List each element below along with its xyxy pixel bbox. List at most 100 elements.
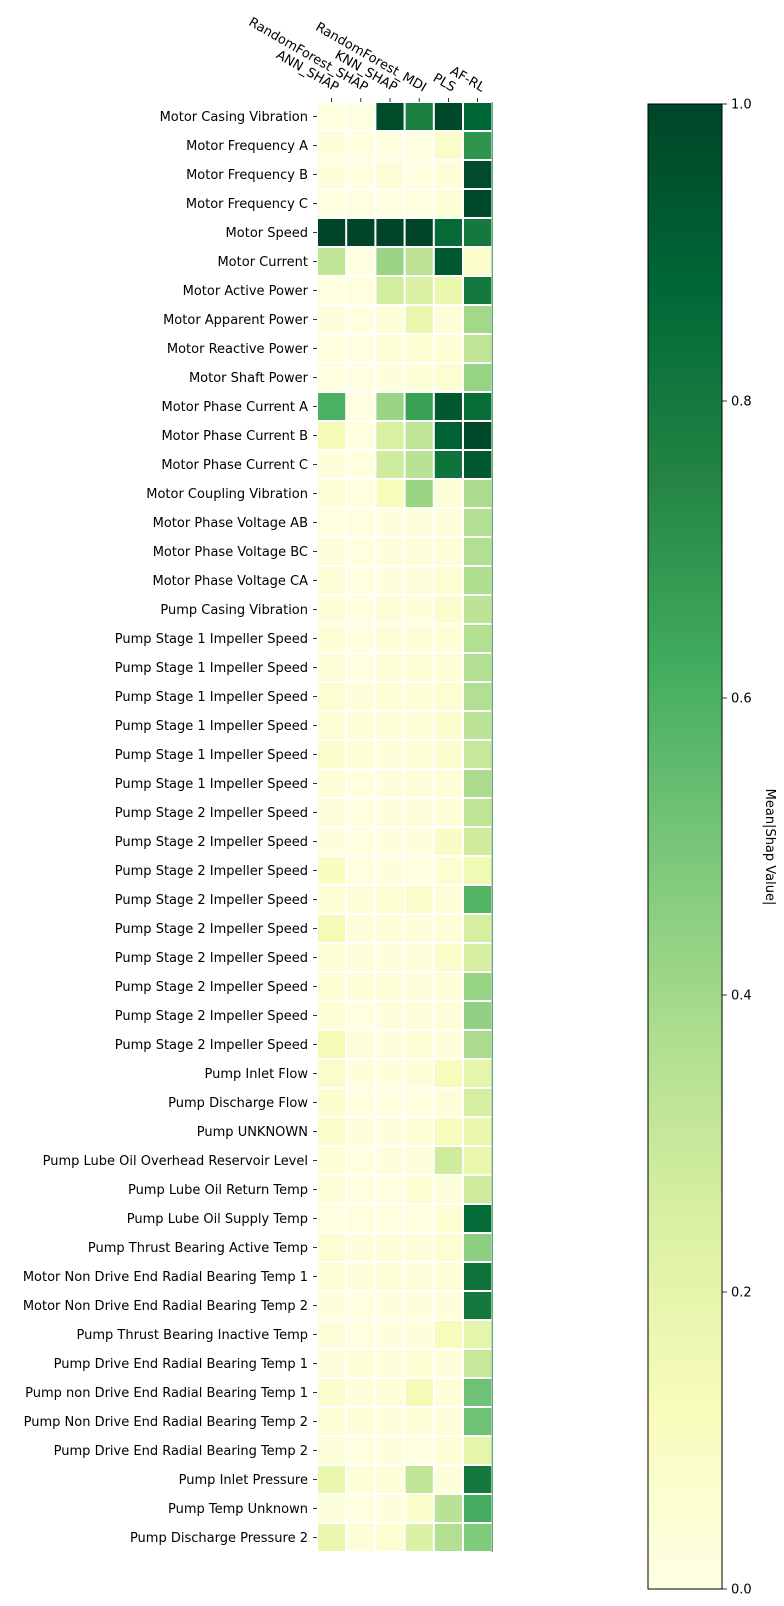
heatmap-cell — [376, 1437, 404, 1464]
heatmap-cell — [347, 132, 375, 159]
heatmap-cell — [434, 944, 462, 971]
heatmap-cell — [376, 1176, 404, 1203]
heatmap-cell — [405, 364, 433, 391]
heatmap-cell — [464, 799, 492, 826]
heatmap-cell — [434, 1060, 462, 1087]
heatmap-cell — [347, 103, 375, 130]
heatmap-cell — [464, 915, 492, 942]
heatmap-cell — [318, 277, 346, 304]
heatmap-cell — [376, 1466, 404, 1493]
heatmap-cell — [464, 1524, 492, 1551]
heatmap-cell — [434, 248, 462, 275]
heatmap-cell — [318, 1147, 346, 1174]
heatmap-cell — [318, 973, 346, 1000]
colorbar-label: Mean|Shap Value| — [762, 789, 777, 906]
heatmap-cell — [318, 1292, 346, 1319]
row-label: Pump Stage 2 Impeller Speed — [115, 980, 308, 995]
heatmap-cell — [318, 306, 346, 333]
colorbar-gradient — [647, 103, 723, 1590]
heatmap-cell — [376, 1379, 404, 1406]
heatmap-cell — [434, 132, 462, 159]
heatmap-cell — [318, 799, 346, 826]
heatmap-cell — [318, 625, 346, 652]
heatmap-cell — [318, 596, 346, 623]
heatmap-cell — [376, 335, 404, 362]
row-label: Pump Stage 1 Impeller Speed — [115, 777, 308, 792]
colorbar-tick-label: 0.2 — [731, 1286, 752, 1301]
heatmap-cell — [464, 1408, 492, 1435]
row-label: Pump Stage 1 Impeller Speed — [115, 690, 308, 705]
heatmap-cell — [434, 799, 462, 826]
heatmap-cell — [318, 828, 346, 855]
heatmap-cell — [405, 1437, 433, 1464]
row-label: Pump Lube Oil Supply Temp — [127, 1212, 308, 1227]
heatmap-cell — [405, 1060, 433, 1087]
heatmap-cell — [347, 1205, 375, 1232]
row-label: Motor Non Drive End Radial Bearing Temp … — [23, 1270, 308, 1285]
row-label: Pump Discharge Pressure 2 — [130, 1531, 308, 1546]
row-label: Pump Discharge Flow — [168, 1096, 308, 1111]
heatmap-cell — [464, 335, 492, 362]
row-label: Motor Current — [217, 255, 308, 270]
row-label: Pump Stage 2 Impeller Speed — [115, 835, 308, 850]
row-label: Motor Non Drive End Radial Bearing Temp … — [23, 1299, 308, 1314]
heatmap-cell — [464, 1263, 492, 1290]
heatmap-cell — [434, 857, 462, 884]
heatmap-cell — [376, 509, 404, 536]
heatmap-cell — [347, 219, 375, 246]
heatmap-cell — [464, 654, 492, 681]
heatmap-cell — [376, 596, 404, 623]
heatmap-cell — [405, 190, 433, 217]
row-label: Pump Lube Oil Overhead Reservoir Level — [43, 1154, 308, 1169]
heatmap-cell — [318, 1321, 346, 1348]
heatmap-cell — [376, 1031, 404, 1058]
heatmap-cell — [434, 1147, 462, 1174]
heatmap-cell — [434, 190, 462, 217]
heatmap-cell — [318, 1089, 346, 1116]
row-label: Pump Stage 2 Impeller Speed — [115, 864, 308, 879]
heatmap-cell — [464, 770, 492, 797]
heatmap-cell — [405, 567, 433, 594]
heatmap-cell — [347, 596, 375, 623]
heatmap-cell — [464, 1089, 492, 1116]
heatmap-cell — [464, 1292, 492, 1319]
heatmap-cell — [434, 1350, 462, 1377]
heatmap-cell — [405, 1524, 433, 1551]
heatmap-cell — [318, 1263, 346, 1290]
row-labels: Motor Casing Vibration Motor Frequency A M… — [23, 110, 317, 1546]
row-label: Motor Frequency A — [186, 139, 308, 154]
heatmap-cell — [376, 654, 404, 681]
heatmap-cell — [318, 1495, 346, 1522]
row-label: Pump Stage 2 Impeller Speed — [115, 806, 308, 821]
heatmap-cell — [434, 480, 462, 507]
heatmap-cell — [318, 538, 346, 565]
heatmap-cell — [464, 1118, 492, 1145]
heatmap-cell — [318, 1205, 346, 1232]
row-label: Motor Frequency B — [186, 168, 308, 183]
row-label: Motor Reactive Power — [167, 342, 309, 357]
heatmap-cell — [318, 1060, 346, 1087]
heatmap-cell — [405, 277, 433, 304]
heatmap-cell — [376, 538, 404, 565]
row-label: Motor Active Power — [183, 284, 309, 299]
heatmap-cell — [376, 1408, 404, 1435]
heatmap-cell — [405, 915, 433, 942]
heatmap-cell — [434, 393, 462, 420]
heatmap-cell — [405, 770, 433, 797]
heatmap-cell — [347, 857, 375, 884]
heatmap-cell — [405, 1002, 433, 1029]
heatmap-background — [317, 102, 493, 1552]
heatmap-cell — [347, 741, 375, 768]
heatmap-cell — [464, 248, 492, 275]
heatmap-cell — [434, 306, 462, 333]
heatmap-cell — [376, 1321, 404, 1348]
heatmap-cell — [405, 393, 433, 420]
heatmap-cell — [464, 1350, 492, 1377]
heatmap-cell — [464, 625, 492, 652]
heatmap-cell — [347, 828, 375, 855]
heatmap-cell — [405, 509, 433, 536]
heatmap-cell — [434, 538, 462, 565]
heatmap-cell — [464, 422, 492, 449]
row-label: Motor Phase Voltage AB — [153, 516, 308, 531]
heatmap-cell — [464, 1437, 492, 1464]
